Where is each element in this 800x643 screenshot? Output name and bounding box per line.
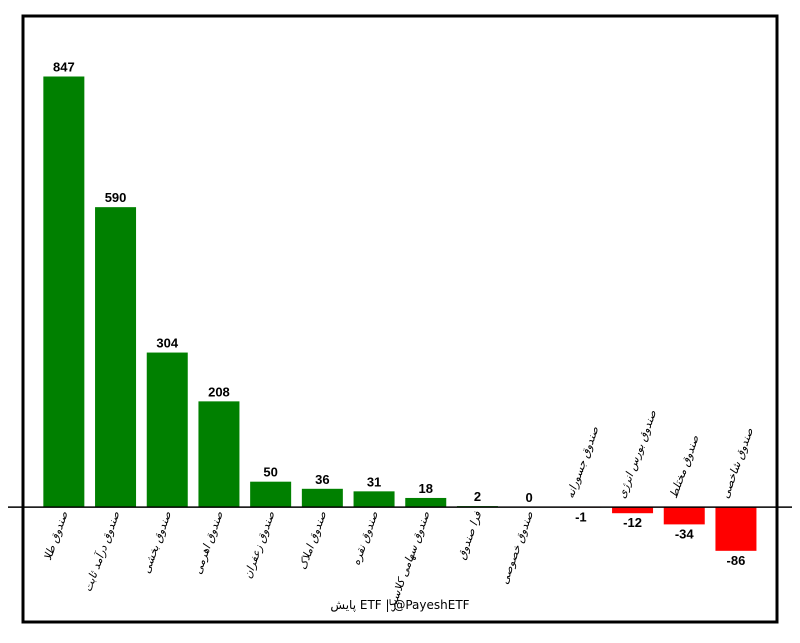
- x-tick-label: صندوق درآمد ثابت: [80, 509, 122, 594]
- x-tick-label: صندوق بخشی: [140, 509, 175, 575]
- value-label: -86: [727, 553, 746, 568]
- x-tick-label: صندوق شاخصی: [719, 426, 757, 500]
- value-label: -12: [623, 515, 642, 530]
- bar: [198, 401, 240, 508]
- x-tick-label: صندوق اهرمی: [191, 509, 226, 576]
- value-label: 208: [208, 384, 230, 399]
- value-label: 36: [315, 472, 329, 487]
- value-label: -34: [675, 526, 695, 541]
- bar: [95, 207, 137, 508]
- bar: [612, 507, 654, 514]
- value-label: -1: [575, 510, 587, 525]
- value-label: 18: [419, 481, 433, 496]
- value-label: 50: [263, 465, 277, 480]
- x-tick-label: صندوق بورس انرژی: [615, 408, 659, 500]
- bar: [301, 488, 343, 508]
- x-tick-label: صندوق املاک: [296, 509, 329, 572]
- x-tick-label: صندوق مختلط: [667, 433, 702, 500]
- x-tick-label: صندوق زعفران: [241, 509, 278, 580]
- bar: [43, 76, 85, 508]
- bar: [663, 507, 705, 525]
- value-label: 590: [105, 190, 127, 205]
- bar: [353, 491, 395, 508]
- x-tick-label: صندوق خصوصی: [498, 509, 537, 586]
- bar: [250, 481, 292, 508]
- bar: [405, 497, 447, 508]
- value-label: 2: [474, 489, 481, 504]
- x-tick-label: صندوق جسورانه: [563, 424, 601, 500]
- bar: [715, 507, 757, 551]
- frame: [21, 14, 779, 624]
- value-label: 31: [367, 474, 381, 489]
- x-tick-label: صندوق طلا: [41, 509, 71, 562]
- x-tick-label: فرا صندوق: [455, 509, 485, 561]
- x-tick-label: صندوق نقره: [349, 509, 381, 567]
- value-label: 0: [526, 490, 533, 505]
- footer: پایش ETF | @PayeshETF: [330, 598, 469, 613]
- value-label: 304: [156, 336, 178, 351]
- bar: [146, 352, 188, 508]
- value-label: 847: [53, 59, 75, 74]
